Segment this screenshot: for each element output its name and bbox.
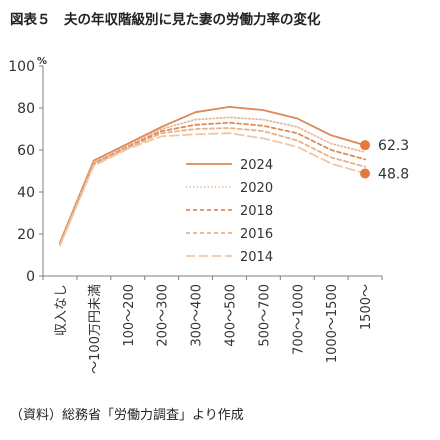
series-line-2024: [59, 106, 367, 244]
chart-axes: 0 20 40 60 80 100 % 収入なし ～100万円未満 100～200 200～300 3…: [8, 56, 383, 374]
y-tick-label: 0: [26, 269, 35, 285]
y-tick-label: 100: [8, 59, 35, 75]
end-value-label-2024: 62.3: [378, 138, 409, 154]
x-tick-label: 700～1000: [291, 284, 306, 355]
series-line-2020: [59, 116, 367, 245]
x-tick-label: 100～200: [122, 284, 137, 347]
y-tick-label: 80: [17, 101, 35, 117]
x-tick-label: 1500～: [359, 284, 374, 330]
source-note: （資料）総務省「労働力調査」より作成: [10, 408, 244, 423]
legend-label-2016: 2016: [240, 227, 273, 242]
legend-label-2014: 2014: [240, 250, 273, 265]
series-line-2018: [59, 121, 367, 245]
x-tick-label: 500～700: [257, 284, 272, 347]
end-marker-2024: [360, 140, 371, 151]
legend-label-2024: 2024: [240, 158, 273, 173]
y-tick-label: 20: [17, 227, 35, 243]
chart-end-markers: 62.3 48.8: [360, 138, 409, 183]
x-tick-label: 300～400: [190, 284, 205, 347]
chart-title: 図表５ 夫の年収階級別に見た妻の労働力率の変化: [10, 12, 321, 28]
y-tick-label: 60: [17, 143, 35, 159]
x-tick-label: 1000～1500: [325, 284, 340, 363]
y-tick-label: 40: [17, 185, 35, 201]
legend-label-2018: 2018: [240, 204, 273, 219]
x-tick-label: ～100万円未満: [88, 284, 103, 374]
series-line-2016: [59, 127, 367, 246]
y-axis-unit: %: [37, 56, 47, 67]
x-tick-label: 収入なし: [54, 284, 69, 336]
end-marker-2014: [360, 168, 371, 179]
x-tick-label: 200～300: [156, 284, 171, 347]
end-value-label-2014: 48.8: [378, 167, 409, 183]
legend-label-2020: 2020: [240, 181, 273, 196]
x-tick-label: 400～500: [223, 284, 238, 347]
series-line-2014: [59, 132, 367, 247]
chart-series: [59, 106, 367, 247]
chart-legend: 2024 2020 2018 2016 2014: [186, 158, 273, 265]
